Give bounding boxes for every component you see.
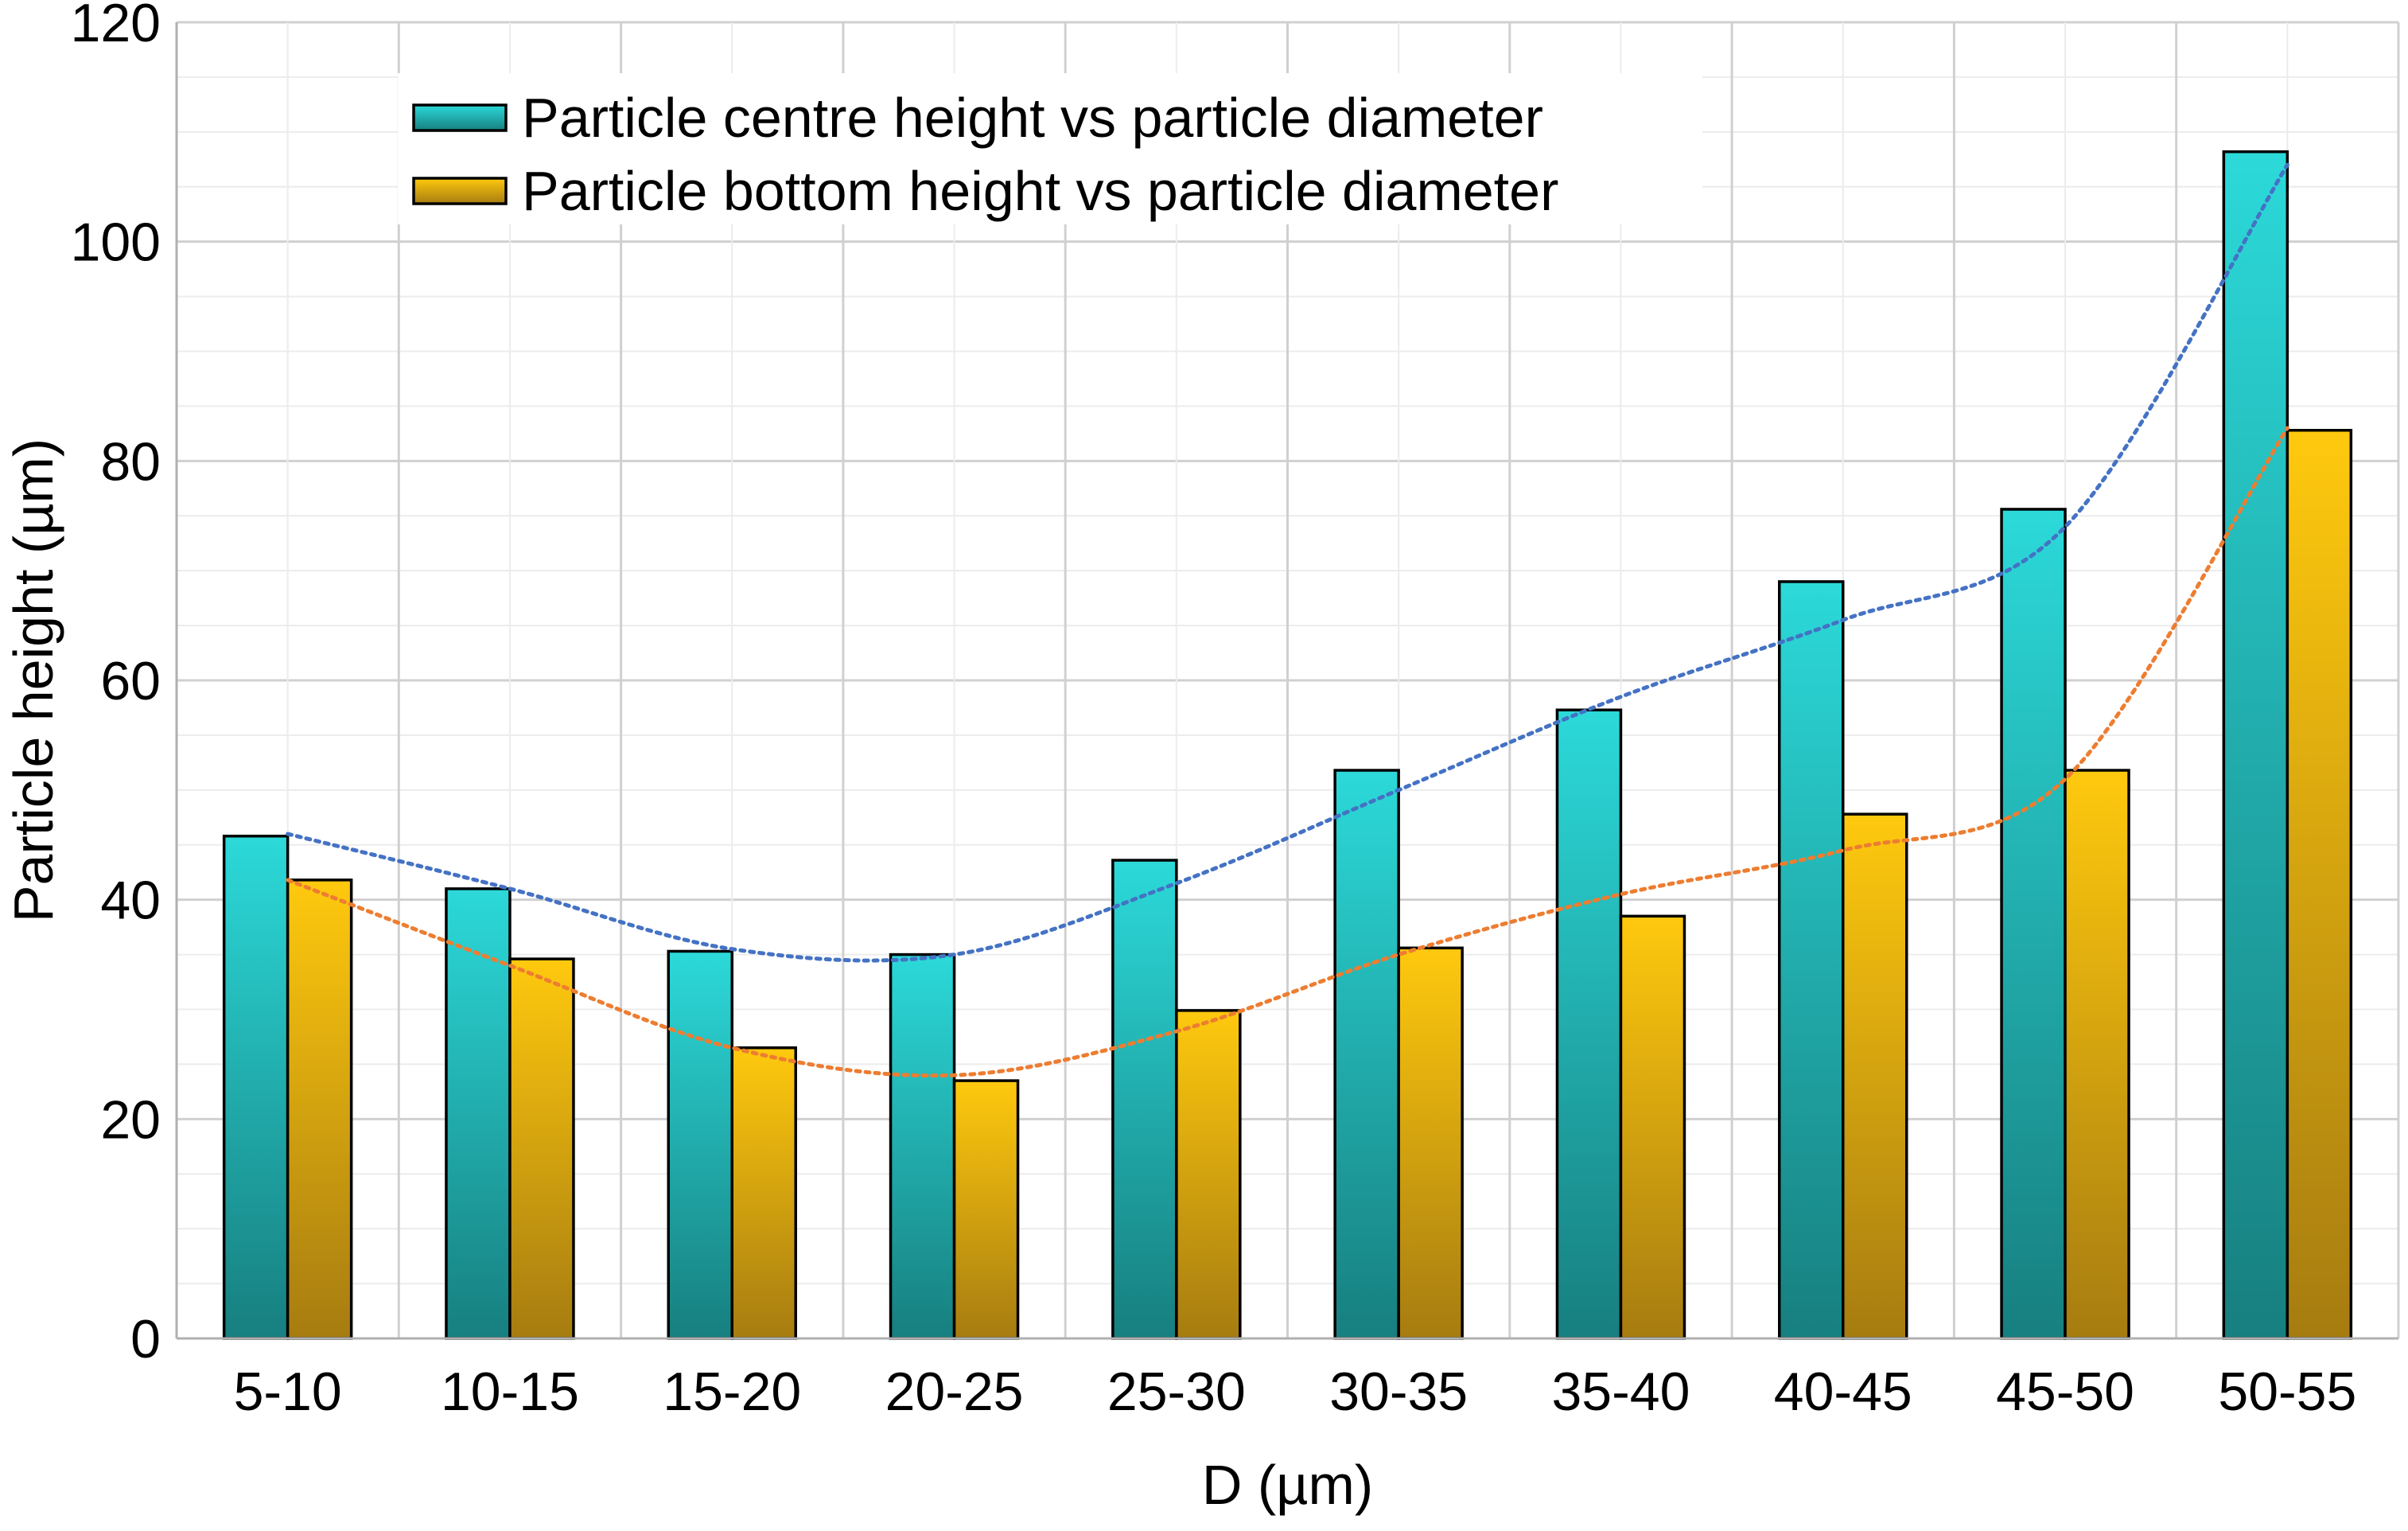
bar-bottom-40-45 (1842, 812, 1908, 1340)
bar-bottom-35-40 (1619, 914, 1686, 1340)
bar-bottom-15-20 (730, 1046, 797, 1340)
x-tick-label: 25-30 (1107, 1362, 1246, 1422)
x-tick-label: 10-15 (441, 1362, 579, 1422)
bar-centre-30-35 (1333, 769, 1400, 1340)
bar-bottom-20-25 (952, 1079, 1020, 1340)
y-tick-label: 100 (71, 212, 161, 273)
trend-lines (286, 162, 2289, 1078)
y-tick-label: 80 (100, 431, 161, 492)
y-tick-label: 60 (100, 651, 161, 711)
legend-swatch-centre (412, 103, 508, 132)
bar-centre-40-45 (1778, 580, 1845, 1340)
trendline-centre (286, 162, 2289, 963)
x-tick-label: 35-40 (1551, 1362, 1690, 1422)
legend: Particle centre height vs particle diame… (398, 73, 1702, 224)
bar-centre-10-15 (445, 887, 512, 1340)
bar-bottom-50-55 (2285, 428, 2353, 1340)
bar-centre-5-10 (222, 834, 290, 1340)
trendline-bottom (286, 426, 2289, 1078)
bar-bottom-25-30 (1175, 1009, 1242, 1340)
y-tick-label: 0 (130, 1309, 161, 1369)
bar-centre-45-50 (2000, 508, 2067, 1340)
x-tick-label: 50-55 (2218, 1362, 2356, 1422)
y-tick-label: 120 (71, 0, 161, 53)
bar-centre-50-55 (2222, 150, 2289, 1340)
legend-box (398, 73, 1702, 224)
legend-label-centre: Particle centre height vs particle diame… (522, 87, 1543, 149)
x-tick-label: 15-20 (663, 1362, 801, 1422)
bar-centre-20-25 (889, 952, 956, 1340)
x-tick-label: 5-10 (234, 1362, 342, 1422)
bar-centre-15-20 (667, 949, 733, 1340)
legend-label-bottom: Particle bottom height vs particle diame… (522, 160, 1558, 222)
y-axis-title: Particle height (µm) (2, 438, 64, 922)
bar-bottom-30-35 (1397, 946, 1464, 1340)
x-tick-label: 45-50 (1996, 1362, 2134, 1422)
x-tick-label: 40-45 (1774, 1362, 1912, 1422)
x-tick-label: 30-35 (1329, 1362, 1468, 1422)
bar-centre-35-40 (1555, 708, 1623, 1340)
bar-bottom-45-50 (2064, 769, 2130, 1340)
legend-swatch-bottom (412, 177, 508, 205)
x-axis-title: D (µm) (1202, 1454, 1373, 1516)
bar-bottom-10-15 (508, 957, 575, 1340)
bar-bottom-5-10 (286, 878, 353, 1340)
bar-centre-25-30 (1111, 859, 1178, 1340)
y-tick-label: 40 (100, 871, 161, 931)
y-tick-label: 20 (100, 1089, 161, 1150)
x-tick-label: 20-25 (885, 1362, 1024, 1422)
bars (222, 150, 2353, 1340)
